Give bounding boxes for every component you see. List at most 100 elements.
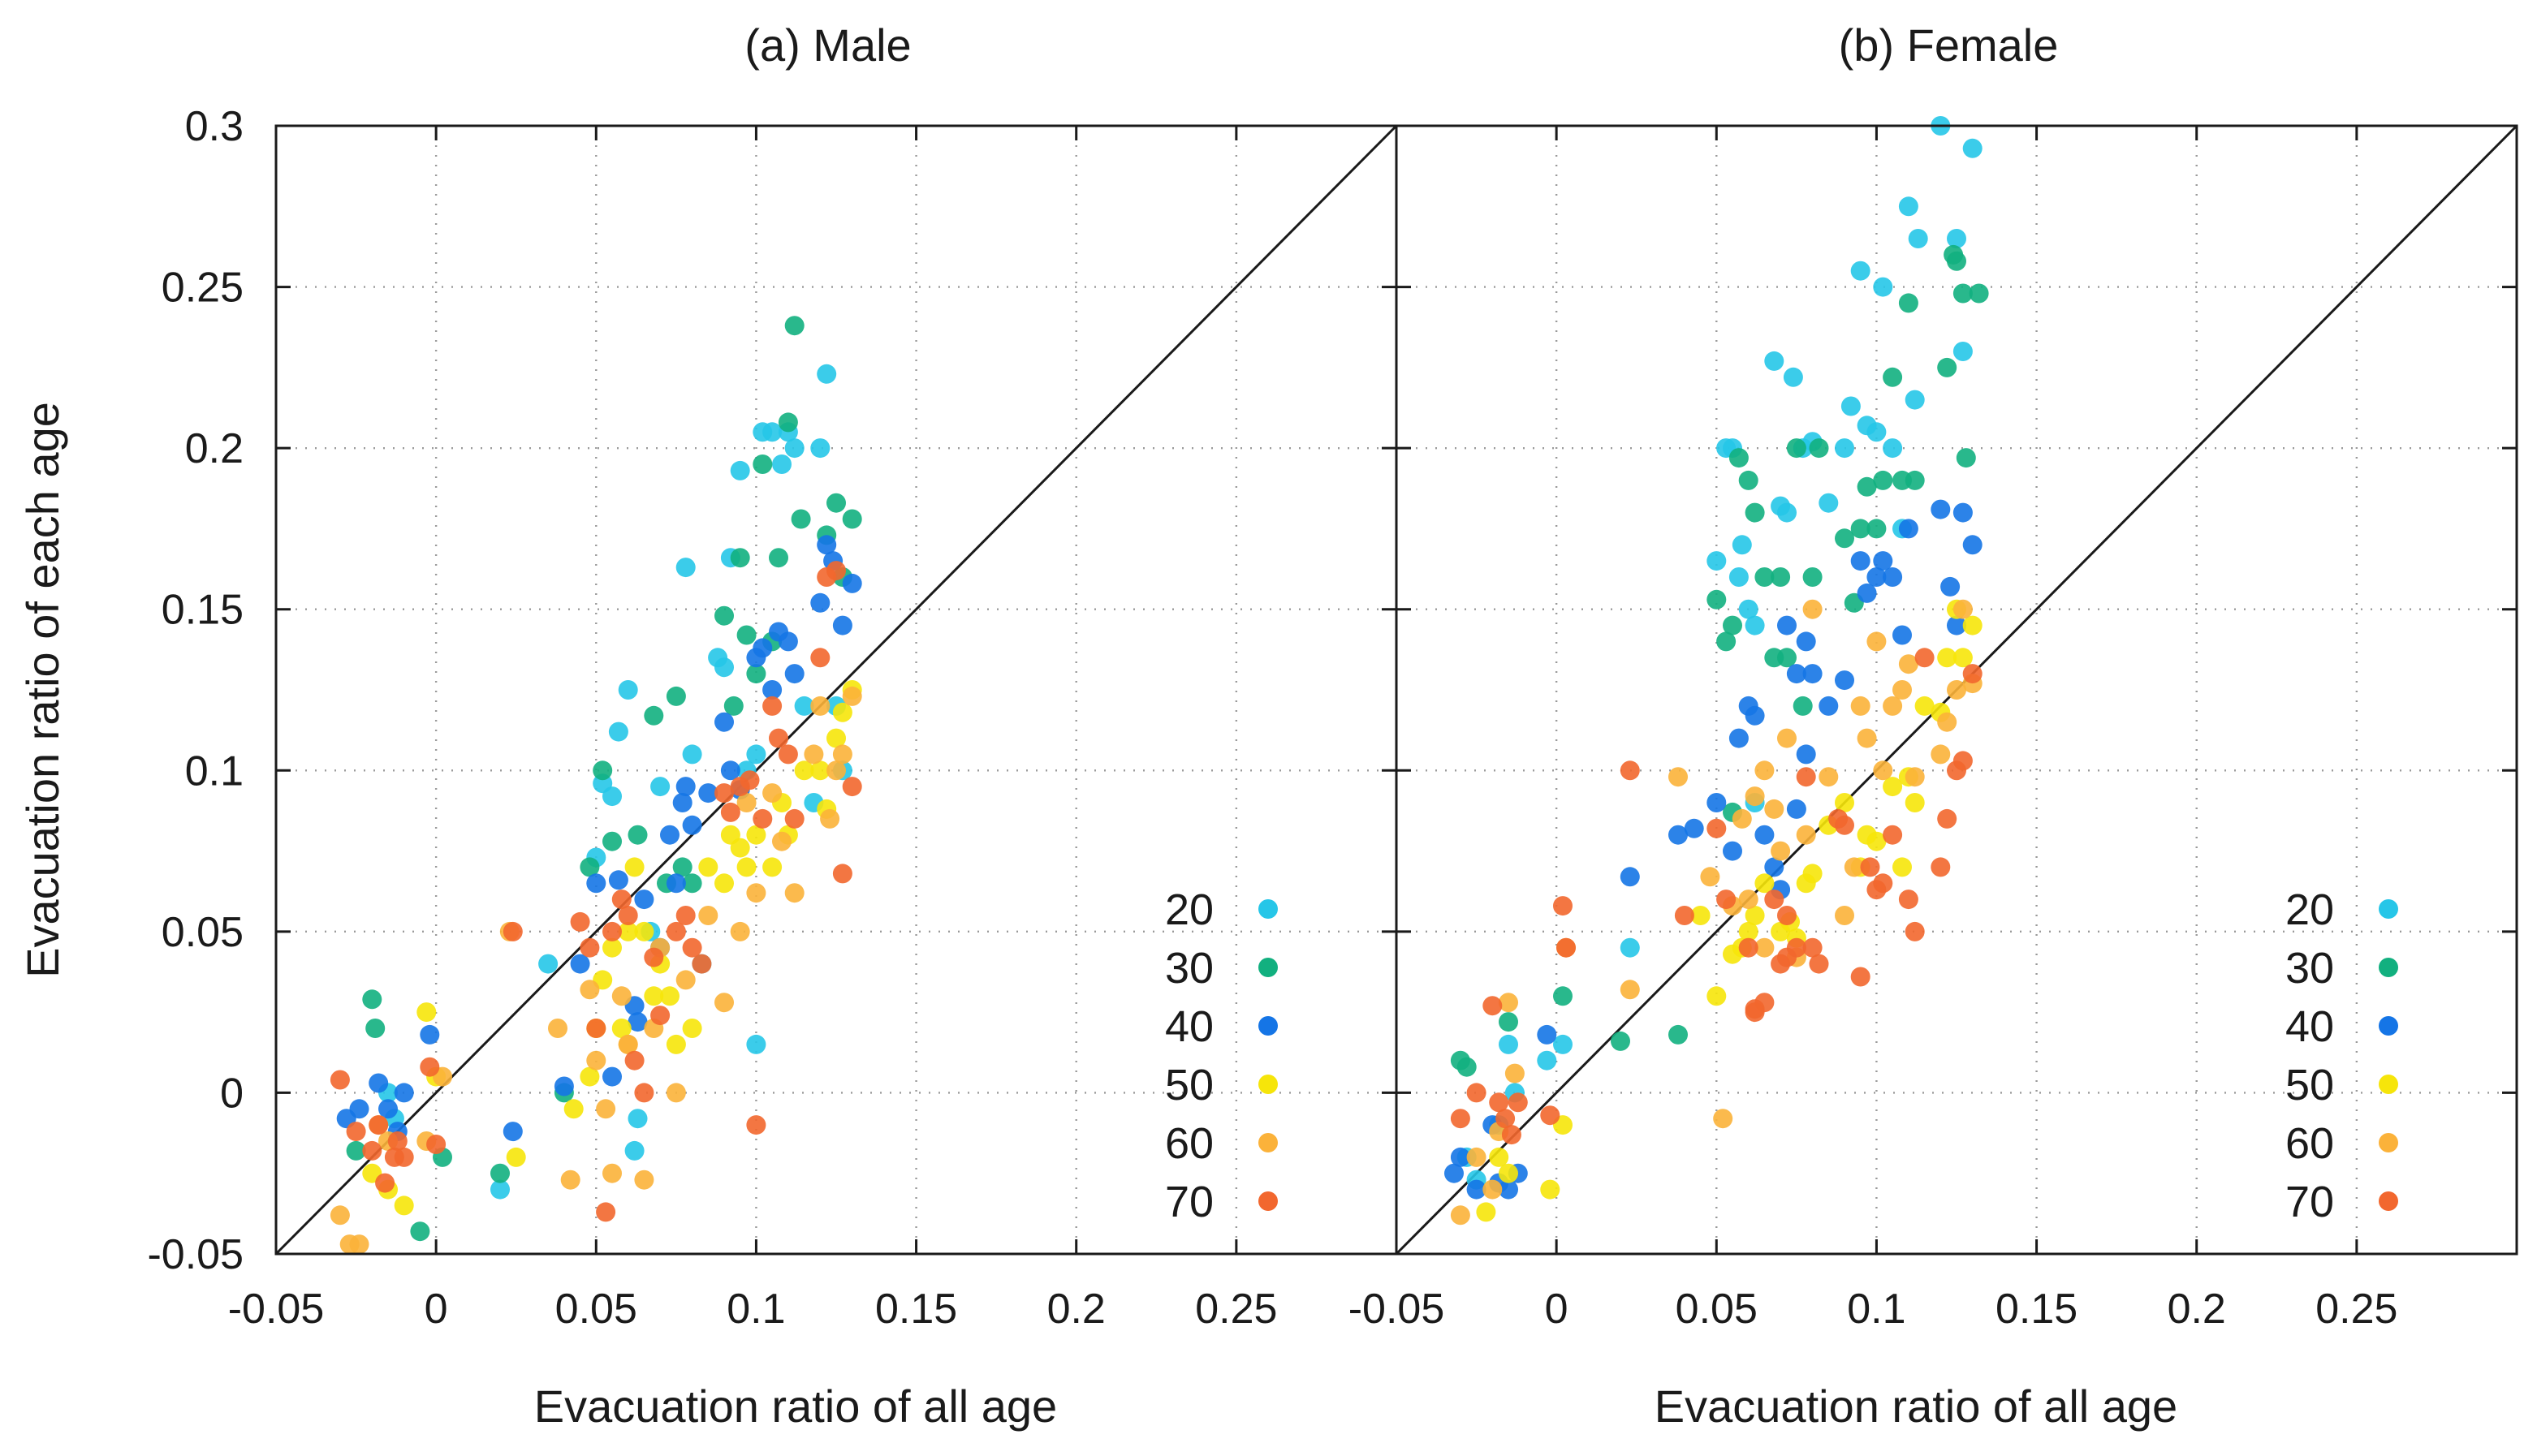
data-point xyxy=(1732,535,1752,555)
data-point xyxy=(602,1163,622,1183)
data-point xyxy=(682,1019,702,1038)
legend-marker-20 xyxy=(2379,899,2398,919)
data-point xyxy=(1962,615,1983,635)
data-point xyxy=(1796,767,1816,787)
data-point xyxy=(1499,1163,1518,1183)
data-point xyxy=(1501,1125,1521,1145)
data-point xyxy=(1738,890,1758,910)
data-point xyxy=(1898,293,1918,313)
legend-marker-20 xyxy=(1258,899,1278,919)
data-point xyxy=(628,1109,648,1129)
data-point xyxy=(580,937,600,958)
data-point xyxy=(1898,890,1918,910)
data-point xyxy=(1738,470,1758,490)
data-point xyxy=(1969,283,1989,304)
data-point xyxy=(624,1050,645,1070)
data-point xyxy=(586,1019,606,1038)
y-tick-label: 0.05 xyxy=(162,909,244,956)
data-point xyxy=(778,744,798,765)
data-point xyxy=(1764,857,1784,877)
data-point xyxy=(394,1083,414,1103)
legend-label-70: 70 xyxy=(2285,1178,2334,1226)
data-point xyxy=(762,696,783,716)
data-point xyxy=(608,870,628,890)
data-point xyxy=(1620,867,1640,887)
series-60 xyxy=(1450,599,1983,1226)
data-point xyxy=(778,631,798,652)
data-point xyxy=(1835,793,1854,812)
x-tick-label: 0 xyxy=(425,1286,448,1333)
data-point xyxy=(1611,1031,1630,1051)
data-point xyxy=(1952,751,1973,771)
data-point xyxy=(1754,760,1775,781)
data-point xyxy=(1952,648,1973,668)
legend-label-50: 50 xyxy=(2285,1061,2334,1109)
data-point xyxy=(1540,1105,1560,1126)
data-point xyxy=(820,808,840,829)
data-point xyxy=(1883,777,1903,797)
data-point xyxy=(644,705,664,726)
data-point xyxy=(842,777,862,797)
y-tick-label: 0.2 xyxy=(185,425,244,472)
data-point xyxy=(1905,390,1925,410)
y-tick-label: 0.1 xyxy=(185,747,244,795)
data-point xyxy=(1777,615,1797,635)
data-point xyxy=(1745,1002,1765,1023)
data-point xyxy=(1537,1024,1557,1045)
data-point xyxy=(1620,937,1640,958)
x-tick-label: -0.05 xyxy=(228,1286,325,1333)
data-point xyxy=(832,702,852,722)
data-point xyxy=(1905,793,1925,812)
data-point xyxy=(1754,825,1775,845)
data-point xyxy=(602,937,622,958)
data-point xyxy=(1947,251,1966,271)
data-point xyxy=(1690,906,1711,925)
data-point xyxy=(746,1034,766,1054)
data-point xyxy=(672,793,692,812)
data-point xyxy=(1952,342,1973,361)
legend-marker-30 xyxy=(2379,958,2398,977)
data-point xyxy=(586,1050,606,1070)
data-point xyxy=(644,986,664,1006)
data-point xyxy=(1952,502,1973,523)
data-point xyxy=(1450,1109,1470,1129)
x-axis-label: Evacuation ratio of all age xyxy=(534,1381,1057,1432)
data-point xyxy=(730,838,750,858)
legend-label-60: 60 xyxy=(2285,1119,2334,1168)
data-point xyxy=(1866,831,1887,851)
legend-label-40: 40 xyxy=(1165,1002,1214,1051)
data-point xyxy=(791,509,811,529)
data-point xyxy=(1835,528,1854,549)
data-point xyxy=(1537,1050,1557,1070)
data-point xyxy=(1706,589,1727,610)
data-point xyxy=(1482,996,1503,1016)
y-tick-label: 0.3 xyxy=(185,103,244,150)
legend-marker-60 xyxy=(1258,1133,1278,1152)
data-point xyxy=(720,802,740,822)
legend-label-50: 50 xyxy=(1165,1061,1214,1109)
data-point xyxy=(842,509,862,529)
data-point xyxy=(394,1147,414,1167)
data-point xyxy=(1745,705,1765,726)
data-point xyxy=(1857,476,1877,497)
data-point xyxy=(1504,1063,1525,1083)
data-point xyxy=(675,558,696,578)
data-point xyxy=(746,744,766,765)
data-point xyxy=(426,1135,447,1154)
data-point xyxy=(810,760,831,781)
data-point xyxy=(660,986,680,1006)
data-point xyxy=(1873,470,1893,490)
x-tick-label: 0.05 xyxy=(555,1286,637,1333)
legend-label-20: 20 xyxy=(1165,885,1214,934)
data-point xyxy=(624,857,645,877)
x-tick-label: 0 xyxy=(1545,1286,1568,1333)
data-point xyxy=(784,808,805,829)
data-point xyxy=(832,615,852,635)
data-point xyxy=(1873,760,1893,781)
panel-title: (b) Female xyxy=(1839,19,2059,71)
data-point xyxy=(618,906,638,925)
data-point xyxy=(611,1019,632,1038)
data-point xyxy=(1553,986,1573,1006)
data-point xyxy=(580,857,600,877)
data-point xyxy=(675,777,696,797)
